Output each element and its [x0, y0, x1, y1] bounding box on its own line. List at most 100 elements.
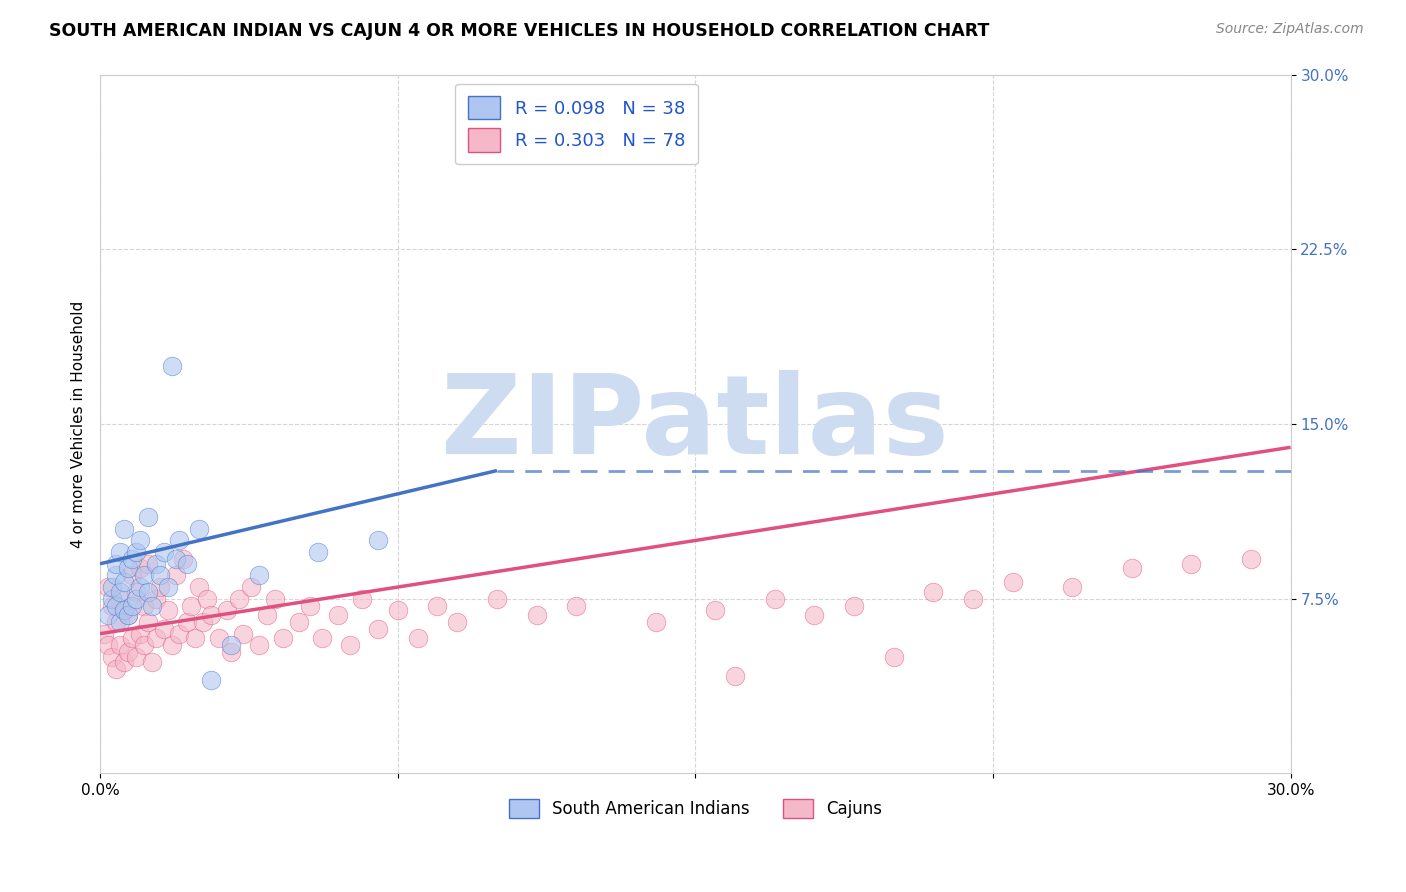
- Point: [145, 591, 167, 606]
- Point: [152, 545, 174, 559]
- Point: [842, 599, 865, 613]
- Point: [105, 568, 128, 582]
- Point: [117, 645, 139, 659]
- Point: [149, 568, 172, 582]
- Point: [128, 580, 150, 594]
- Point: [160, 638, 183, 652]
- Point: [367, 533, 389, 548]
- Point: [217, 603, 239, 617]
- Point: [219, 638, 242, 652]
- Point: [247, 638, 270, 652]
- Point: [339, 638, 361, 652]
- Point: [132, 568, 155, 582]
- Point: [883, 649, 905, 664]
- Point: [239, 580, 262, 594]
- Point: [263, 591, 285, 606]
- Point: [232, 626, 254, 640]
- Text: Source: ZipAtlas.com: Source: ZipAtlas.com: [1216, 22, 1364, 37]
- Point: [1240, 552, 1263, 566]
- Point: [105, 615, 128, 629]
- Point: [136, 584, 159, 599]
- Point: [565, 599, 588, 613]
- Point: [108, 591, 131, 606]
- Point: [195, 591, 218, 606]
- Point: [184, 632, 207, 646]
- Point: [128, 533, 150, 548]
- Point: [121, 632, 143, 646]
- Point: [105, 599, 128, 613]
- Point: [446, 615, 468, 629]
- Point: [219, 645, 242, 659]
- Point: [112, 522, 135, 536]
- Point: [311, 632, 333, 646]
- Point: [125, 584, 148, 599]
- Y-axis label: 4 or more Vehicles in Household: 4 or more Vehicles in Household: [72, 301, 86, 548]
- Point: [112, 603, 135, 617]
- Point: [1062, 580, 1084, 594]
- Text: ZIPatlas: ZIPatlas: [441, 370, 949, 477]
- Point: [176, 557, 198, 571]
- Point: [136, 557, 159, 571]
- Point: [962, 591, 984, 606]
- Point: [93, 626, 115, 640]
- Point: [1180, 557, 1202, 571]
- Point: [526, 607, 548, 622]
- Point: [97, 580, 120, 594]
- Point: [922, 584, 945, 599]
- Point: [1001, 575, 1024, 590]
- Point: [307, 545, 329, 559]
- Point: [200, 607, 222, 622]
- Point: [136, 615, 159, 629]
- Point: [350, 591, 373, 606]
- Point: [426, 599, 449, 613]
- Point: [763, 591, 786, 606]
- Point: [165, 552, 187, 566]
- Point: [149, 580, 172, 594]
- Point: [644, 615, 666, 629]
- Point: [169, 533, 191, 548]
- Point: [208, 632, 231, 646]
- Point: [156, 580, 179, 594]
- Point: [387, 603, 409, 617]
- Point: [108, 545, 131, 559]
- Point: [328, 607, 350, 622]
- Point: [112, 603, 135, 617]
- Point: [108, 584, 131, 599]
- Point: [406, 632, 429, 646]
- Point: [101, 591, 124, 606]
- Point: [287, 615, 309, 629]
- Point: [108, 638, 131, 652]
- Point: [117, 607, 139, 622]
- Point: [172, 552, 194, 566]
- Point: [485, 591, 508, 606]
- Point: [101, 599, 124, 613]
- Legend: South American Indians, Cajuns: South American Indians, Cajuns: [502, 792, 889, 824]
- Point: [125, 545, 148, 559]
- Text: SOUTH AMERICAN INDIAN VS CAJUN 4 OR MORE VEHICLES IN HOUSEHOLD CORRELATION CHART: SOUTH AMERICAN INDIAN VS CAJUN 4 OR MORE…: [49, 22, 990, 40]
- Point: [165, 568, 187, 582]
- Point: [704, 603, 727, 617]
- Point: [803, 607, 825, 622]
- Point: [125, 591, 148, 606]
- Point: [145, 557, 167, 571]
- Point: [1121, 561, 1143, 575]
- Point: [105, 557, 128, 571]
- Point: [188, 522, 211, 536]
- Point: [299, 599, 322, 613]
- Point: [108, 615, 131, 629]
- Point: [228, 591, 250, 606]
- Point: [145, 632, 167, 646]
- Point: [141, 655, 163, 669]
- Point: [101, 649, 124, 664]
- Point: [112, 575, 135, 590]
- Point: [271, 632, 294, 646]
- Point: [117, 561, 139, 575]
- Point: [117, 607, 139, 622]
- Point: [121, 552, 143, 566]
- Point: [136, 510, 159, 524]
- Point: [176, 615, 198, 629]
- Point: [125, 649, 148, 664]
- Point: [193, 615, 215, 629]
- Point: [152, 622, 174, 636]
- Point: [97, 638, 120, 652]
